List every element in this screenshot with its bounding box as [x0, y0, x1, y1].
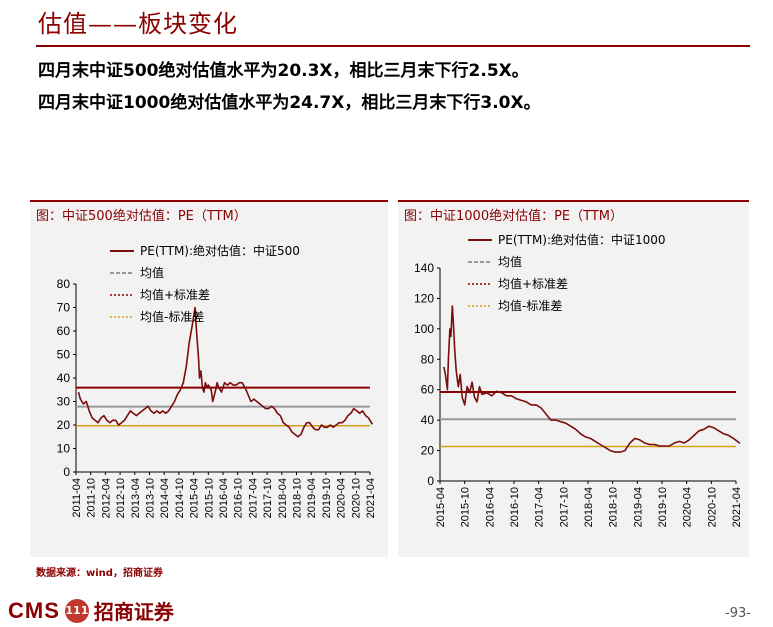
x-tick-label: 2015-10 — [203, 478, 215, 518]
chart-title-csi1000: 图：中证1000绝对估值：PE（TTM） — [404, 209, 624, 224]
x-tick-label: 2016-10 — [233, 478, 245, 518]
x-tick-label: 2011-10 — [86, 478, 98, 518]
summary-line-1: 四月末中证500绝对估值水平为20.3X，相比三月末下行2.5X。 — [38, 61, 529, 81]
x-tick-label: 2012-10 — [115, 478, 127, 518]
summary-line-2: 四月末中证1000绝对估值水平为24.7X，相比三月末下行3.0X。 — [38, 93, 541, 113]
x-tick-label: 2015-10 — [460, 487, 472, 527]
title-divider — [36, 45, 750, 47]
x-tick-label: 2019-10 — [657, 487, 669, 527]
y-tick-label: 60 — [57, 324, 71, 338]
y-tick-label: 80 — [57, 277, 71, 291]
chart-panel-csi1000: 图：中证1000绝对估值：PE（TTM） 0 20 40 60 80 100 120 140 2… — [398, 200, 749, 557]
x-tick-label: 2019-04 — [632, 487, 644, 527]
y-tick-label: 10 — [57, 442, 71, 456]
x-tick-label: 2021-04 — [731, 487, 743, 527]
y-tick-label: 120 — [414, 291, 434, 305]
pe-series-line — [77, 306, 374, 438]
y-tick-label: 140 — [414, 261, 434, 275]
x-tick-label: 2018-04 — [583, 487, 595, 527]
y-tick-label: 0 — [427, 474, 434, 488]
x-tick-label: 2011-04 — [71, 478, 83, 518]
y-tick-label: 80 — [421, 352, 435, 366]
x-tick-label: 2018-04 — [277, 478, 289, 518]
x-tick-label: 2020-04 — [682, 487, 694, 527]
x-tick-label: 2020-04 — [336, 478, 348, 518]
x-tick-label: 2013-10 — [145, 478, 157, 518]
company-logo: CMS 111 招商证券 — [8, 596, 174, 625]
y-tick-label: 20 — [421, 444, 435, 458]
x-tick-label: 2014-04 — [159, 478, 171, 518]
x-tick-label: 2012-04 — [100, 478, 112, 518]
y-tick-label: 100 — [414, 322, 434, 336]
y-tick-label: 50 — [57, 348, 71, 362]
x-tick-label: 2019-10 — [321, 478, 333, 518]
x-tick-label: 2020-10 — [706, 487, 718, 527]
x-tick-label: 2017-10 — [558, 487, 570, 527]
x-tick-label: 2021-04 — [365, 478, 377, 518]
legend-label: 均值-标准差 — [140, 309, 204, 324]
x-tick-label: 2016-10 — [509, 487, 521, 527]
legend-label: 均值+标准差 — [140, 287, 210, 302]
x-tick-label: 2015-04 — [189, 478, 201, 518]
y-tick-label: 60 — [421, 383, 435, 397]
data-source-note: 数据来源：wind，招商证券 — [36, 568, 163, 579]
legend-label: 均值 — [498, 254, 522, 269]
x-tick-label: 2014-10 — [174, 478, 186, 518]
legend-label: 均值 — [140, 265, 164, 280]
y-tick-label: 30 — [57, 395, 71, 409]
x-tick-label: 2017-04 — [247, 478, 259, 518]
logo-cms-text: CMS — [8, 597, 60, 623]
page-number: -93- — [725, 606, 751, 621]
chart-csi1000: 0 20 40 60 80 100 120 140 2015-04 2015-10 2016-04 2… — [414, 232, 743, 527]
x-tick-label: 2019-04 — [306, 478, 318, 518]
y-tick-label: 0 — [63, 465, 70, 479]
legend-label: PE(TTM):绝对估值：中证500 — [140, 243, 300, 258]
x-tick-label: 2016-04 — [484, 487, 496, 527]
x-tick-label: 2017-10 — [262, 478, 274, 518]
legend-label: 均值-标准差 — [498, 298, 562, 313]
y-tick-label: 20 — [57, 418, 71, 432]
x-tick-label: 2015-04 — [435, 487, 447, 527]
legend-label: PE(TTM):绝对估值：中证1000 — [498, 232, 666, 247]
x-tick-label: 2018-10 — [608, 487, 620, 527]
legend-label: 均值+标准差 — [498, 276, 568, 291]
x-tick-label: 2016-04 — [218, 478, 230, 518]
x-tick-label: 2018-10 — [292, 478, 304, 518]
y-tick-label: 40 — [57, 371, 71, 385]
chart-title-csi500: 图：中证500绝对估值：PE（TTM） — [36, 209, 247, 224]
logo-cn-text: 招商证券 — [93, 600, 174, 624]
y-tick-label: 70 — [57, 301, 71, 315]
pe-series-line — [443, 305, 741, 453]
y-tick-label: 40 — [421, 413, 435, 427]
logo-badge-icon: 111 — [64, 598, 89, 623]
chart-panel-csi500: 图：中证500绝对估值：PE（TTM） 0 10 20 30 40 50 60 70 80 201… — [30, 200, 388, 557]
x-tick-label: 2020-10 — [350, 478, 362, 518]
x-tick-label: 2013-04 — [130, 478, 142, 518]
x-tick-label: 2017-04 — [534, 487, 546, 527]
page-title: 估值——板块变化 — [38, 10, 238, 38]
